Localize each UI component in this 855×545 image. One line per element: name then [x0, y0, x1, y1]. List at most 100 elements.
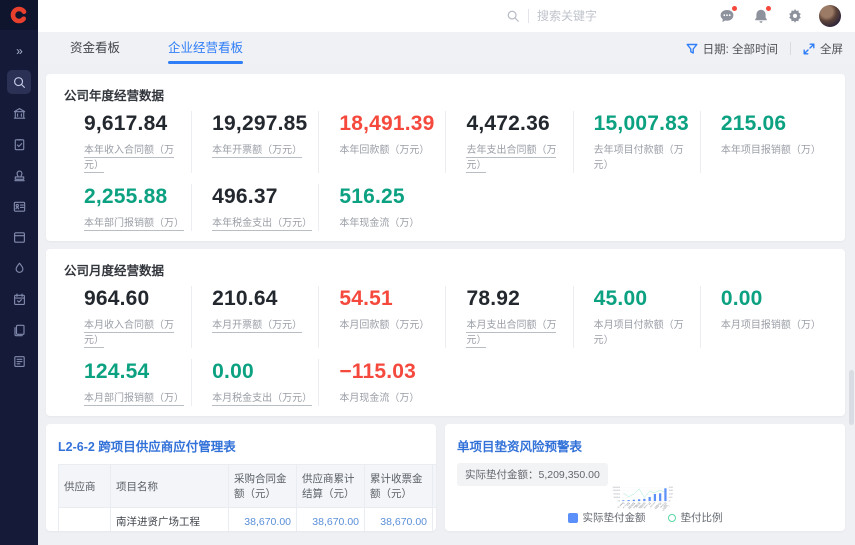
- notification-dot: [766, 6, 771, 11]
- kpi-本年收入合同额（万元）: 9,617.84 本年收入合同额（万元）: [64, 111, 191, 173]
- stamp-icon[interactable]: [7, 163, 31, 187]
- bottom-row: L2-6-2 跨项目供应商应付管理表 供应商 项目名称 采购合同金额（元） 供应商累计…: [46, 424, 845, 531]
- kpi-value: 2,255.88: [84, 185, 168, 208]
- kpi-label-text: 本年现金流（万）: [339, 218, 420, 229]
- column-header[interactable]: 采购合同金额（元）: [228, 464, 297, 508]
- page-scrollbar[interactable]: [849, 370, 854, 425]
- column-header[interactable]: 累计付款金额（元）: [432, 464, 436, 508]
- bank-icon[interactable]: [7, 101, 31, 125]
- report-lines-icon[interactable]: [7, 349, 31, 373]
- kpi-value: 964.60: [84, 287, 150, 310]
- kpi-label: 本年收入合同额（万元）: [84, 141, 183, 173]
- user-avatar[interactable]: [819, 5, 841, 27]
- kpi-value: 516.25: [339, 185, 405, 208]
- kpi-本月支出合同额（万元）: 78.92 本月支出合同额（万元）: [445, 286, 572, 348]
- column-header[interactable]: 累计收票金额（元）: [364, 464, 433, 508]
- calendar-check-icon[interactable]: [7, 287, 31, 311]
- kpi-本年现金流（万）: 516.25 本年现金流（万）: [318, 184, 445, 231]
- search-icon[interactable]: [7, 70, 31, 94]
- clipboard-check-icon[interactable]: [7, 132, 31, 156]
- tab-enterprise-dashboard[interactable]: 企业经营看板: [144, 32, 267, 65]
- project-name-cell: 南洋进贤广场工程: [110, 507, 229, 531]
- fullscreen-button[interactable]: 全屏: [803, 41, 843, 57]
- column-header[interactable]: 供应商累计结算（元）: [296, 464, 365, 508]
- tab-controls: 日期: 全部时间 全屏: [686, 41, 843, 57]
- bar-actual-advance: [664, 488, 667, 502]
- kpi-label: 本年开票额（万元）: [212, 141, 310, 158]
- kpi-label: 本月开票额（万元）: [212, 316, 310, 333]
- kpi-label: 去年支出合同额（万元）: [466, 141, 564, 173]
- kpi-label-text: 本年回款额（万元）: [339, 145, 430, 156]
- kpi-label-text[interactable]: 本月部门报销额（万）: [84, 393, 184, 406]
- app-logo[interactable]: [0, 0, 38, 30]
- supplier-table[interactable]: 供应商项目名称采购合同金额（元）供应商累计结算（元）累计收票金额（元）累计付款金…: [58, 464, 436, 531]
- kpi-label-text: 本月项目报销额（万）: [720, 320, 821, 331]
- kpi-value: 4,472.36: [466, 112, 550, 135]
- kpi-label-text: 去年项目付款额（万元）: [593, 145, 684, 171]
- panel-title: 公司年度经营数据: [64, 89, 165, 103]
- legend-advance-ratio[interactable]: 垫付比例: [667, 510, 723, 525]
- bell-icon[interactable]: [751, 6, 771, 26]
- copy-pages-icon[interactable]: [7, 318, 31, 342]
- search-icon[interactable]: [506, 9, 520, 23]
- monthly-kpi-grid: 964.60 本月收入合同额（万元） 210.64 本月开票额（万元） 54.51 本月回…: [64, 286, 827, 406]
- kpi-label-text[interactable]: 本年收入合同额（万元）: [84, 145, 174, 173]
- bar-actual-advance: [622, 500, 625, 502]
- date-filter[interactable]: 日期: 全部时间: [686, 41, 778, 57]
- kpi-label: 本年部门报销额（万）: [84, 214, 184, 231]
- kpi-label-text[interactable]: 本年部门报销额（万）: [84, 218, 184, 231]
- bar-actual-advance: [632, 499, 635, 502]
- panel-title: 公司月度经营数据: [64, 264, 165, 278]
- bar-actual-advance: [627, 500, 630, 502]
- legend-actual-advance[interactable]: 实际垫付金额: [567, 510, 646, 525]
- gear-icon[interactable]: [785, 6, 805, 26]
- kpi-label-text: 本月现金流（万）: [339, 393, 420, 404]
- column-header[interactable]: 项目名称: [110, 464, 229, 508]
- search-divider: [528, 9, 529, 23]
- kpi-label-text[interactable]: 本月支出合同额（万元）: [466, 320, 557, 348]
- kpi-label-text[interactable]: 本年税金支出（万元）: [212, 218, 313, 231]
- kpi-label-text[interactable]: 本年开票额（万元）: [212, 145, 303, 158]
- legend-label: 垫付比例: [680, 512, 723, 524]
- id-badge-icon[interactable]: [7, 194, 31, 218]
- y-right-tick: 0%: [669, 500, 672, 502]
- kpi-本年部门报销额（万）: 2,255.88 本年部门报销额（万）: [64, 184, 191, 231]
- kpi-value: 0.00: [720, 287, 763, 310]
- y-right-tick: 24.00%: [669, 487, 674, 489]
- filter-icon: [686, 43, 698, 54]
- kpi-本月回款额（万元）: 54.51 本月回款额（万元）: [318, 286, 445, 348]
- kpi-label: 本年项目报销额（万）: [721, 141, 821, 156]
- kpi-label-text[interactable]: 本月税金支出（万元）: [212, 393, 313, 406]
- y-left-tick: 900,000.00: [614, 494, 621, 496]
- kpi-value: 15,007.83: [593, 112, 689, 135]
- kpi-label: 本月税金支出（万元）: [212, 389, 313, 406]
- sidebar-expand-button[interactable]: »: [16, 44, 23, 58]
- line-advance-ratio: [623, 488, 666, 498]
- kpi-label-text[interactable]: 去年支出合同额（万元）: [466, 145, 557, 173]
- search-input[interactable]: [537, 9, 647, 23]
- y-right-tick: 6.00%: [669, 497, 673, 499]
- kpi-value: −115.03: [339, 360, 417, 383]
- y-left-tick: 0.00: [618, 500, 621, 502]
- kpi-本月开票额（万元）: 210.64 本月开票额（万元）: [191, 286, 318, 348]
- advance-risk-chart[interactable]: 0.00 0% 450,000.00 6.00% 900,000.00 12.00% 1,3…: [457, 486, 828, 512]
- window-icon[interactable]: [7, 225, 31, 249]
- legend-bar-swatch: [567, 512, 578, 523]
- y-right-tick: 18.00%: [669, 490, 674, 492]
- kpi-label: 本年现金流（万）: [339, 214, 437, 229]
- annual-data-panel: 公司年度经营数据 9,617.84 本年收入合同额（万元） 19,297.85 本年开…: [46, 74, 845, 241]
- chart-title: 单项目垫资风险预警表: [457, 440, 583, 454]
- kpi-label: 去年项目付款额（万元）: [594, 141, 692, 171]
- kpi-value: 78.92: [466, 287, 521, 310]
- kpi-本月税金支出（万元）: 0.00 本月税金支出（万元）: [191, 359, 318, 406]
- kpi-label-text[interactable]: 本月开票额（万元）: [212, 320, 303, 333]
- kpi-label: 本月回款额（万元）: [339, 316, 437, 331]
- bar-actual-advance: [643, 498, 646, 502]
- tab-fund-dashboard[interactable]: 资金看板: [70, 41, 121, 55]
- kpi-label-text[interactable]: 本月收入合同额（万元）: [84, 320, 174, 348]
- kpi-本月部门报销额（万）: 124.54 本月部门报销额（万）: [64, 359, 191, 406]
- column-header[interactable]: 供应商: [58, 464, 111, 508]
- kpi-label: 本月部门报销额（万）: [84, 389, 184, 406]
- ink-drop-icon[interactable]: [7, 256, 31, 280]
- messages-icon[interactable]: [717, 6, 737, 26]
